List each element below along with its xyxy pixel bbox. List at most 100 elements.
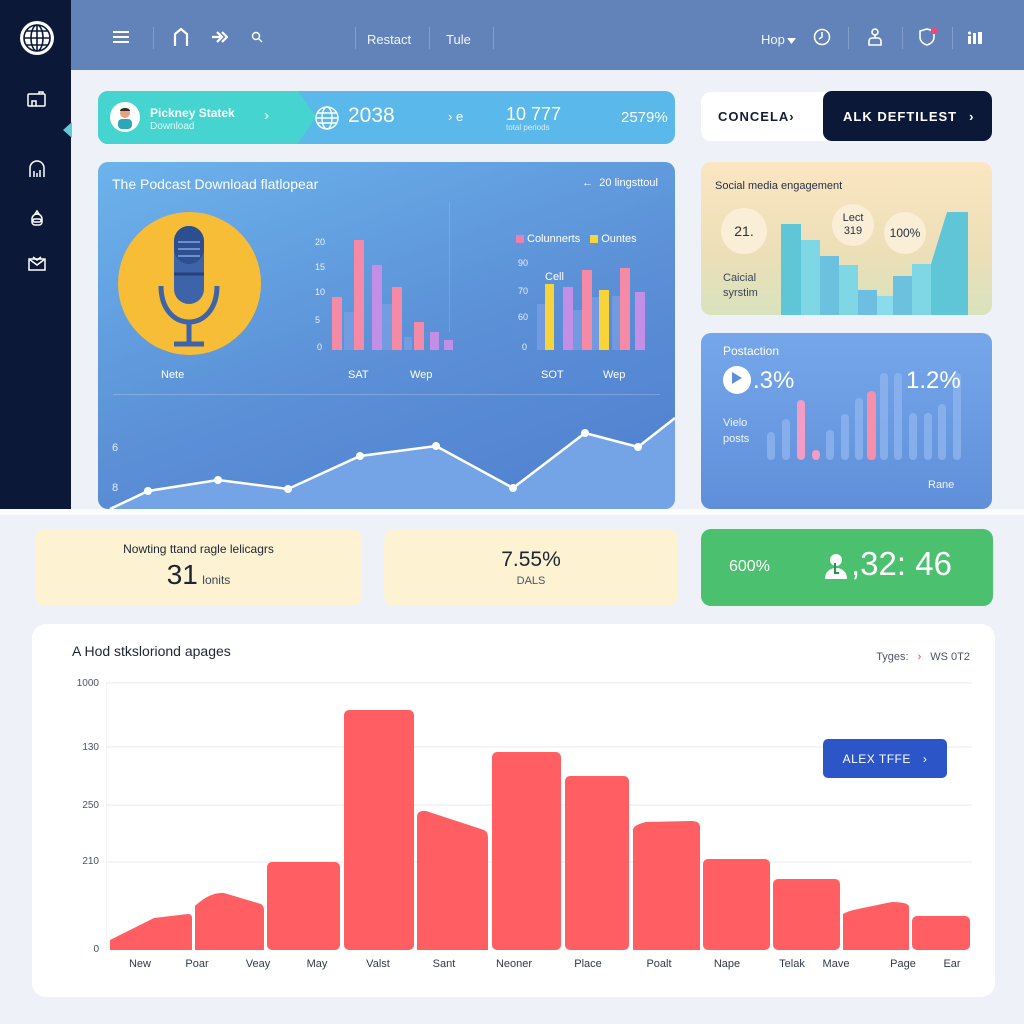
sidebar-item-profile[interactable]	[24, 208, 50, 232]
engagement-bar-chart	[781, 212, 968, 315]
kpi-percent: 600%	[729, 558, 770, 575]
profile-subtitle: Download	[150, 121, 195, 132]
card-footer: Rane	[928, 479, 955, 491]
avatar[interactable]	[110, 102, 140, 132]
metric-bubble: Lect 319	[832, 204, 874, 246]
microphone-icon	[158, 226, 220, 347]
page-bar-chart	[106, 682, 972, 950]
divider	[848, 27, 849, 49]
account-button[interactable]	[865, 27, 885, 51]
play-icon	[731, 371, 743, 390]
card-footer: Caicial syrstim	[723, 272, 758, 299]
chart-legend: Colunnerts Ountes	[516, 233, 637, 245]
metric-percent: 2579%	[621, 109, 668, 126]
y-tick: 70	[518, 286, 529, 296]
chevron-right-icon: ›	[922, 751, 928, 766]
cancel-label: CONCELA	[718, 109, 790, 124]
hamburger-icon	[112, 30, 130, 49]
x-label: Wep	[410, 369, 433, 381]
metric-left: .3%	[753, 367, 795, 394]
x-label: Nape	[713, 958, 741, 970]
primary-action-label: ALK DEFTILEST	[843, 108, 958, 124]
divider	[902, 27, 903, 49]
mini-bar-chart-1	[332, 240, 453, 350]
stats-button[interactable]	[966, 27, 984, 51]
history-button[interactable]	[812, 27, 832, 51]
kpi-label: DALS	[516, 575, 546, 587]
home-icon	[172, 27, 190, 52]
caret-down-icon	[786, 32, 796, 47]
hamburger-menu-button[interactable]	[111, 27, 131, 51]
kpi-card: 7.55% DALS	[384, 529, 678, 606]
x-label: Neoner	[495, 958, 533, 970]
divider	[355, 27, 356, 49]
x-label: Wep	[603, 369, 626, 381]
sidebar-item-analytics[interactable]	[24, 159, 50, 185]
user-icon	[821, 551, 851, 586]
cta-button[interactable]: ALEX TFFE ›	[823, 739, 947, 778]
download-trend-area-chart	[109, 417, 675, 509]
x-label: Page	[890, 958, 916, 970]
chart-divider	[449, 202, 450, 332]
x-label: New	[128, 958, 152, 970]
bar-chart-icon	[27, 159, 47, 185]
summary-banner: Pickney Statek Download › 2038 › e 10 77…	[98, 91, 675, 144]
post-action-card: Postaction .3% 1.2% Vielo posts Rane	[701, 333, 992, 509]
x-label: Ear	[943, 958, 961, 970]
segment-arrow	[298, 91, 316, 143]
x-label: Place	[574, 958, 602, 970]
notifications-button[interactable]	[917, 27, 939, 51]
nav-link-restact[interactable]: Restact	[367, 32, 412, 47]
primary-action-button[interactable]: ALK DEFTILEST ›	[823, 91, 992, 141]
search-button[interactable]	[250, 27, 264, 51]
mail-icon	[27, 255, 47, 278]
card-title: Postaction	[723, 344, 780, 358]
globe-icon	[314, 105, 340, 136]
metric-bubble: 100%	[884, 212, 926, 254]
card-title: A Hod stksloriond apages	[72, 643, 231, 659]
chevron-right-icon: ›	[969, 108, 975, 124]
metric-value: 10 777	[506, 104, 562, 124]
card-meta[interactable]: ← 20 lingsttoul	[582, 177, 658, 189]
home-button[interactable]	[171, 27, 191, 51]
arrow-left-icon: ←	[582, 177, 600, 189]
kpi-title: Nowting ttand ragle lelicagrs	[123, 542, 274, 556]
metric-caption: total periods	[506, 123, 550, 132]
x-label: Sant	[432, 958, 456, 970]
divider	[429, 27, 430, 49]
kpi-value: 7.55%	[501, 548, 561, 571]
sidebar-item-messages[interactable]	[24, 254, 50, 278]
forward-button[interactable]	[209, 27, 229, 51]
x-label: Veay	[245, 958, 271, 970]
sidebar	[0, 0, 72, 509]
shield-notification-icon	[917, 27, 939, 52]
x-label: SAT	[348, 369, 369, 381]
y-tick: 0	[93, 944, 99, 955]
globe-logo-icon[interactable]	[18, 19, 56, 57]
cancel-button[interactable]: CONCELA ›	[701, 92, 841, 141]
user-icon	[28, 209, 46, 232]
hop-dropdown[interactable]: Hop	[761, 32, 796, 47]
types-filter[interactable]: Tyges: › WS 0T2	[876, 651, 970, 663]
legend-item[interactable]: Ountes	[590, 233, 637, 245]
y-tick: 5	[315, 315, 321, 325]
x-label: May	[306, 958, 328, 970]
sidebar-item-dashboard[interactable]	[24, 90, 50, 114]
chart-note: Cell	[545, 271, 564, 283]
mic-label: Nete	[161, 369, 185, 381]
metric-right: 1.2%	[906, 367, 961, 394]
divider	[952, 27, 953, 49]
forward-icon	[210, 30, 229, 49]
chevron-right-icon[interactable]: ›	[264, 107, 269, 124]
chevron-right-button[interactable]: › e	[448, 109, 464, 124]
legend-item[interactable]: Colunnerts	[516, 233, 580, 245]
dashboard-icon	[26, 90, 48, 115]
divider	[493, 27, 494, 49]
search-icon	[251, 30, 263, 48]
kpi-card: Nowting ttand ragle lelicagrs 31 lonits	[35, 529, 362, 606]
nav-link-tule[interactable]: Tule	[446, 32, 471, 47]
play-button[interactable]	[723, 366, 751, 394]
section-divider	[0, 509, 1024, 515]
metric-value: 2038	[348, 104, 395, 127]
x-label: SOT	[541, 369, 564, 381]
